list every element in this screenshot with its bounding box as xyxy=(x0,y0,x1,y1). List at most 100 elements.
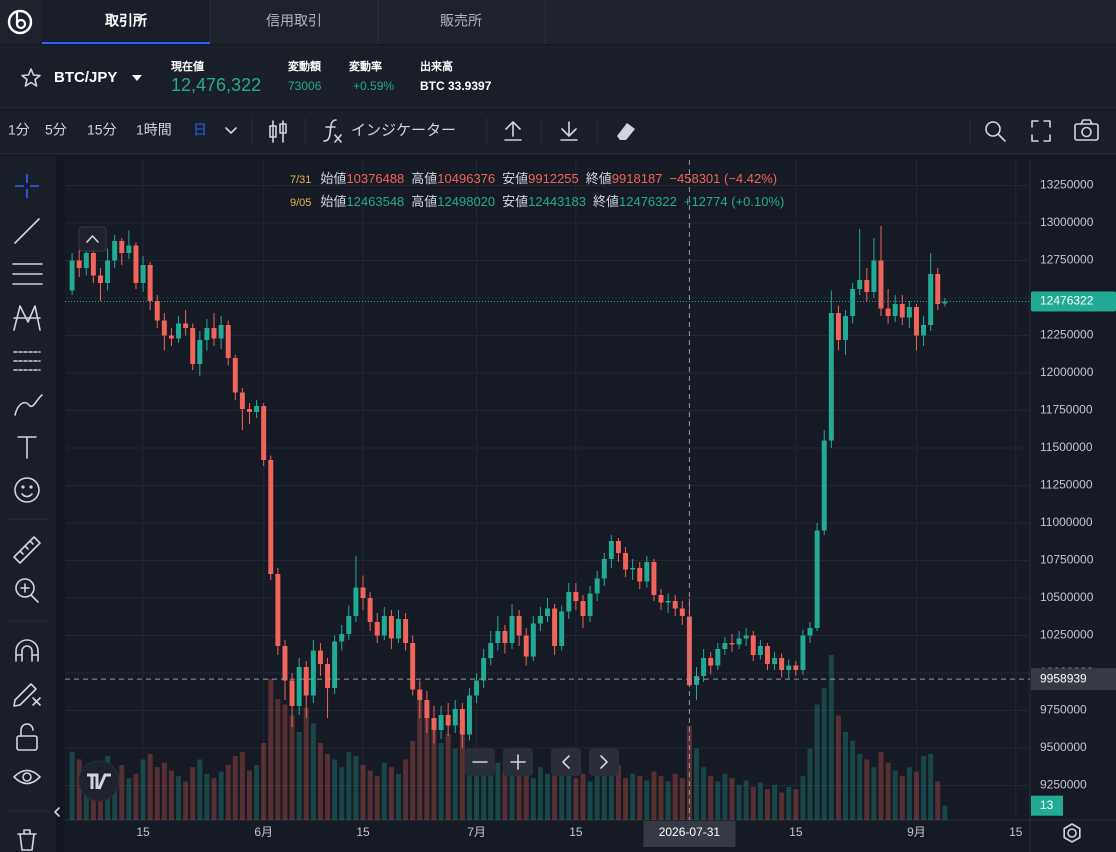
x-tick-label: 15 xyxy=(789,825,803,839)
volume-bar xyxy=(445,734,451,820)
fib-tool[interactable] xyxy=(13,351,41,371)
interval-button[interactable]: 日 xyxy=(193,122,207,138)
candle-body xyxy=(793,665,799,670)
candle-body xyxy=(516,616,522,636)
candle-body xyxy=(396,619,401,639)
trend-line-tool[interactable] xyxy=(14,218,40,244)
volume-bar xyxy=(857,754,863,820)
pattern-tool[interactable] xyxy=(13,305,41,331)
y-tick-label: 11250000 xyxy=(1040,478,1093,492)
volume-bar xyxy=(296,732,302,820)
time-axis xyxy=(65,820,1030,852)
symbol-dropdown[interactable] xyxy=(132,75,142,81)
screenshot-button[interactable] xyxy=(1074,119,1099,141)
volume-bar xyxy=(325,754,331,820)
upload-button[interactable] xyxy=(504,121,522,141)
volume-bar xyxy=(516,765,522,820)
text-tool[interactable] xyxy=(17,436,37,459)
eraser-button[interactable] xyxy=(617,123,635,140)
volume-bar xyxy=(161,762,167,820)
candle-body xyxy=(694,676,699,685)
y-tick-label: 12750000 xyxy=(1040,253,1094,267)
tab[interactable]: 信用取引 xyxy=(266,13,322,29)
symbol[interactable]: BTC/JPY xyxy=(54,69,117,86)
crosshair-y-label: 9958939 xyxy=(1040,671,1087,685)
favorite-star[interactable] xyxy=(21,68,41,87)
interval-dropdown[interactable] xyxy=(225,127,237,134)
indicator-icon[interactable] xyxy=(323,119,342,143)
volume-bar xyxy=(154,767,160,820)
candle-body xyxy=(935,274,941,304)
horizontal-lines-tool[interactable] xyxy=(12,263,43,285)
zoom-button[interactable] xyxy=(985,121,1006,142)
volume-bar xyxy=(928,754,934,820)
ruler-tool[interactable] xyxy=(13,536,41,564)
ticker: BTC/JPY 現在値 12,476,322 変動額 73006 変動率 +0.… xyxy=(21,59,492,95)
volume-bar xyxy=(644,780,650,820)
magnet-tool[interactable] xyxy=(15,639,39,662)
fullscreen-button[interactable] xyxy=(1031,120,1051,142)
candle-body xyxy=(552,608,558,646)
tab[interactable]: 販売所 xyxy=(440,13,482,29)
tv-logo[interactable] xyxy=(78,760,120,802)
crosshair-tool[interactable] xyxy=(15,174,39,198)
candle-body xyxy=(360,587,366,598)
candle-body xyxy=(601,559,607,579)
candle-body xyxy=(204,328,210,340)
logo[interactable] xyxy=(7,9,33,35)
indicator-button[interactable]: インジケーター xyxy=(351,122,456,139)
volume-bar xyxy=(615,765,621,820)
candle-body xyxy=(906,307,912,318)
interval-button[interactable]: 5分 xyxy=(45,122,67,138)
tab[interactable]: 取引所 xyxy=(105,13,147,29)
volume-bar xyxy=(850,740,856,820)
volume-bar xyxy=(545,773,550,820)
lock-drawing-tool[interactable] xyxy=(13,683,41,707)
volume-bar xyxy=(140,759,146,820)
candle-body xyxy=(76,260,82,268)
y-tick-label: 11500000 xyxy=(1040,440,1093,454)
volume-bar xyxy=(388,767,394,820)
chart-type-button[interactable] xyxy=(269,120,287,143)
brush-tool[interactable] xyxy=(14,394,43,416)
candle-body xyxy=(665,601,671,603)
download-button[interactable] xyxy=(560,121,578,141)
scroll-right-icon xyxy=(600,755,608,769)
candle-body xyxy=(672,601,678,609)
volume-bar xyxy=(275,699,281,820)
volume-bar xyxy=(417,690,423,820)
y-tick-label: 9750000 xyxy=(1040,703,1087,717)
interval-button[interactable]: 1分 xyxy=(8,122,30,138)
candle-body xyxy=(708,658,714,666)
visibility-tool[interactable] xyxy=(13,769,41,785)
collapse-button[interactable] xyxy=(54,807,60,817)
volume-bar xyxy=(488,767,494,820)
tab-background xyxy=(42,0,210,44)
volume-bar xyxy=(374,776,380,820)
scroll-left-button[interactable] xyxy=(551,748,581,776)
volume-bar xyxy=(168,770,174,820)
scroll-up-button[interactable] xyxy=(78,226,107,252)
volume-bar xyxy=(807,748,813,820)
volume-bar xyxy=(523,771,529,820)
scroll-right-button[interactable] xyxy=(589,748,619,776)
candle-body xyxy=(112,241,118,261)
stat-value: +0.59% xyxy=(353,79,394,93)
volume-bar xyxy=(247,770,252,820)
settings-button[interactable] xyxy=(1063,823,1081,843)
unlock-tool[interactable] xyxy=(16,723,38,751)
candle-body xyxy=(176,323,182,339)
delete-tool[interactable] xyxy=(17,829,37,851)
interval-button[interactable]: 1時間 xyxy=(136,122,172,138)
zoom-in-tool[interactable] xyxy=(15,578,39,603)
emoji-tool[interactable] xyxy=(14,477,40,503)
candle-body xyxy=(310,650,316,696)
candle-body xyxy=(261,406,267,460)
candle-body xyxy=(921,325,927,336)
volume-bar xyxy=(715,781,721,820)
candle-body xyxy=(750,635,756,655)
candle-body xyxy=(736,638,742,645)
y-tick-label: 11750000 xyxy=(1040,403,1093,417)
volume-bar xyxy=(481,751,487,820)
interval-button[interactable]: 15分 xyxy=(87,122,117,138)
